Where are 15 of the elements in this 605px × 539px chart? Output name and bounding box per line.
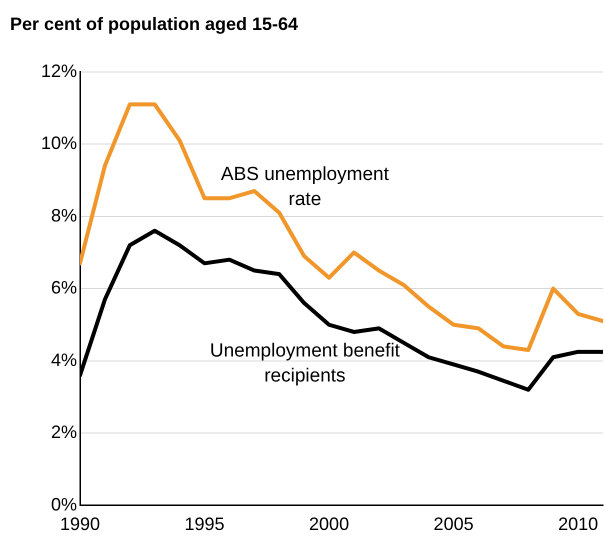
- y-tick-label: 6%: [50, 278, 77, 298]
- y-tick-label: 4%: [50, 350, 77, 370]
- x-tick-label: 2000: [309, 514, 350, 534]
- x-tick-label: 1995: [184, 514, 225, 534]
- y-tick-label: 12%: [40, 60, 77, 81]
- series-label: Unemployment benefit recipients: [210, 340, 401, 387]
- x-tick-label: 2010: [558, 514, 598, 534]
- y-tick-label: 0%: [50, 494, 77, 514]
- y-tick-label: 2%: [50, 422, 77, 442]
- y-tick-label: 10%: [40, 133, 77, 154]
- x-tick-label: 1990: [60, 514, 100, 534]
- x-tick-label: 2005: [434, 514, 474, 534]
- y-axis-title: Per cent of population aged 15-64: [9, 13, 300, 36]
- y-tick-label: 8%: [50, 205, 77, 226]
- series-label: ABS unemployment rate: [220, 164, 390, 210]
